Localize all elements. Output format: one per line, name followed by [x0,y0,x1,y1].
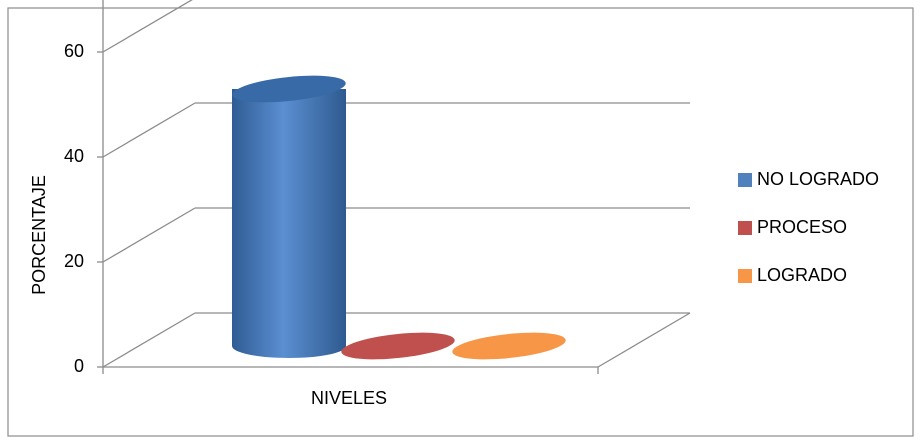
bar-no-logrado [232,89,346,358]
legend-label: NO LOGRADO [757,169,879,189]
y-tick-label: 40 [64,146,84,166]
bar-proceso [341,332,455,360]
y-axis-title: PORCENTAJE [29,175,49,295]
legend-label: PROCESO [757,217,847,237]
x-axis-title: NIVELES [311,388,387,408]
legend: NO LOGRADO PROCESO LOGRADO [738,169,879,285]
y-tick-layer: 020406080100 [64,41,84,376]
legend-swatch [738,269,752,283]
legend-swatch [738,173,752,187]
gridline-diagonal [102,312,196,368]
legend-label: LOGRADO [757,265,847,285]
y-tick-label: 0 [74,356,84,376]
y-tick-label: 60 [64,41,84,61]
bar-top-no-logrado [232,75,346,103]
chart-border [7,7,914,437]
legend-swatch [738,221,752,235]
gridline-diagonal [102,102,196,158]
bar-layer [232,75,566,360]
y-tick-label: 20 [64,251,84,271]
gridline-diagonal [102,0,193,53]
gridline-diagonal [102,207,196,263]
floor-right-edge [597,312,691,368]
bar-logrado [452,332,566,360]
